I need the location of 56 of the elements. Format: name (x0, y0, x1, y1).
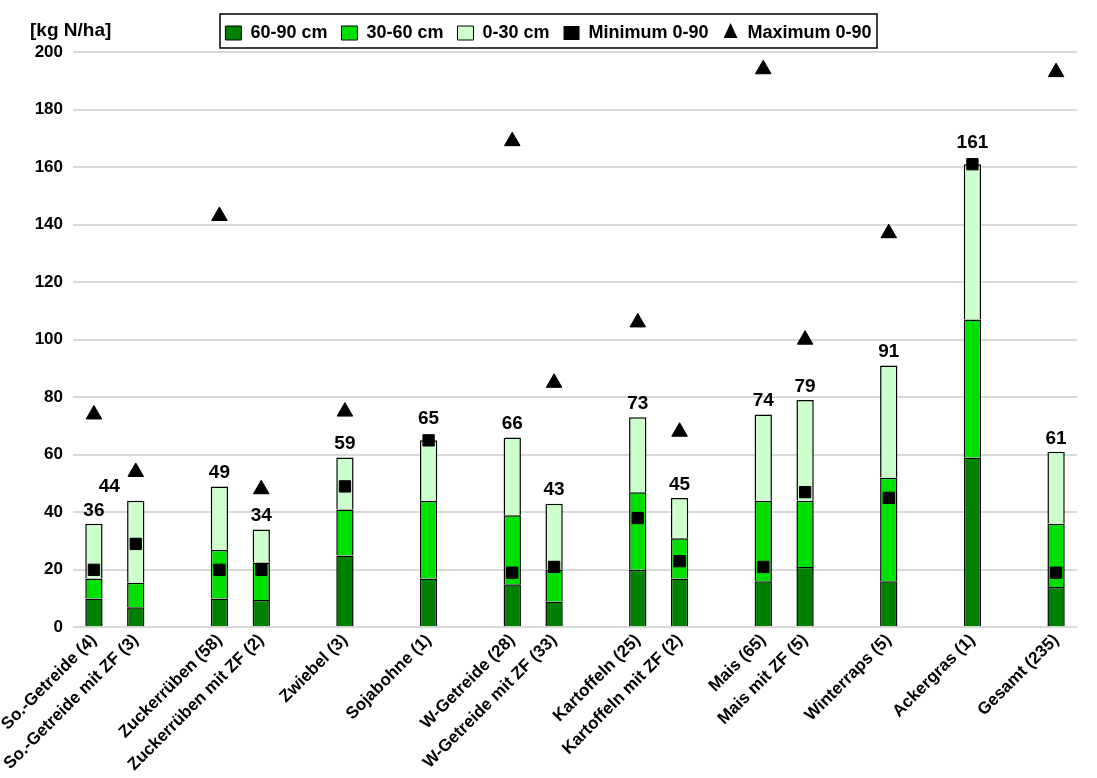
point (882, 491, 895, 505)
legend-label: 30-60 cm (366, 21, 444, 42)
y-tick-label: 100 (34, 329, 64, 349)
point (798, 485, 812, 499)
legend-label: Minimum 0-90 (588, 21, 709, 42)
point (252, 479, 270, 495)
total-label: 44 (98, 475, 121, 497)
total-label: 59 (334, 432, 356, 454)
point (211, 206, 228, 221)
point (129, 537, 142, 551)
point (631, 511, 644, 525)
point (671, 422, 688, 437)
total-label: 49 (208, 461, 230, 483)
point (880, 223, 898, 239)
y-tick-label: 140 (34, 214, 64, 234)
y-tick-label: 60 (44, 444, 64, 464)
y-tick-label: 80 (44, 386, 64, 406)
total-label: 161 (956, 130, 989, 152)
total-label: 74 (752, 389, 775, 411)
total-label: 36 (83, 498, 105, 520)
y-axis-title: [kg N/ha] (30, 19, 112, 41)
point (796, 330, 814, 345)
y-tick-label: 0 (53, 617, 64, 637)
point (255, 563, 268, 576)
point (629, 312, 647, 328)
legend-label: Maximum 0-90 (747, 21, 872, 42)
legend-label: 60-90 cm (250, 21, 328, 42)
total-label: 43 (543, 478, 565, 500)
legend-label: 0-30 cm (482, 21, 550, 42)
total-label: 91 (878, 340, 900, 362)
total-label: 65 (418, 407, 440, 429)
point (87, 563, 101, 576)
y-tick-label: 20 (44, 559, 64, 579)
point (757, 560, 770, 574)
point (754, 59, 772, 75)
point (547, 560, 561, 574)
point (545, 373, 563, 388)
total-label: 79 (794, 374, 816, 396)
y-tick-label: 120 (34, 271, 64, 291)
point (336, 402, 354, 417)
point (1049, 566, 1063, 579)
total-label: 45 (669, 472, 691, 494)
point (503, 131, 521, 147)
total-label: 66 (501, 412, 523, 434)
y-tick-label: 40 (44, 501, 64, 521)
point (422, 434, 435, 447)
total-label: 73 (627, 392, 649, 414)
y-tick-label: 160 (34, 156, 64, 176)
total-label: 61 (1045, 426, 1068, 448)
y-tick-label: 180 (34, 99, 64, 119)
point (85, 404, 103, 420)
y-tick-label: 200 (34, 41, 64, 61)
point (127, 462, 145, 477)
point (506, 566, 519, 579)
total-label: 34 (250, 504, 273, 526)
point (1047, 62, 1065, 78)
